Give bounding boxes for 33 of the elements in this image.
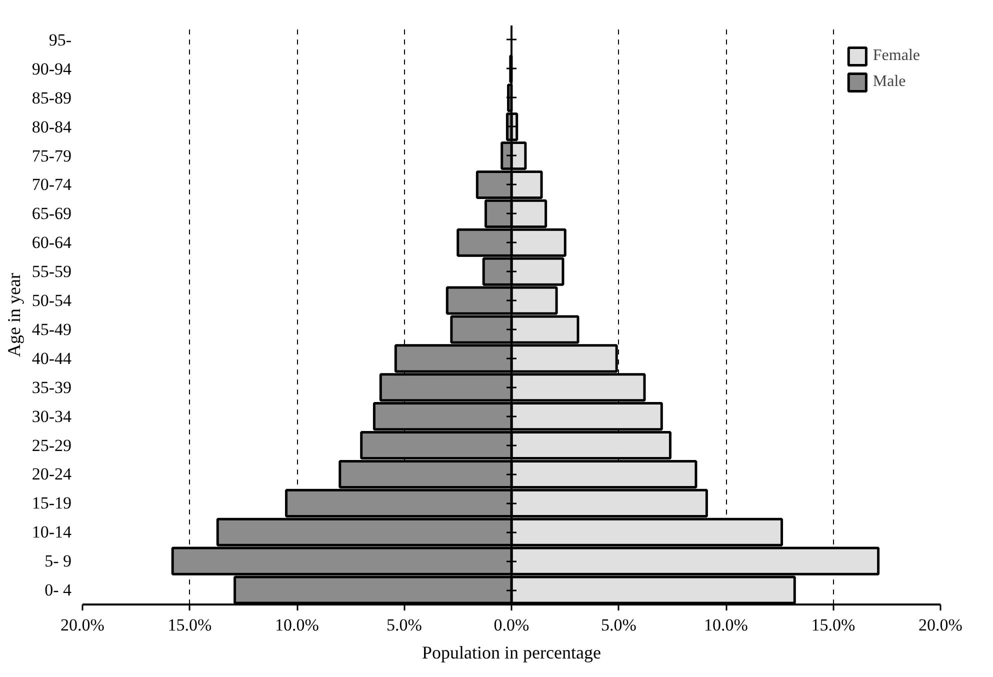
y-tick-label: 85-89 bbox=[32, 88, 72, 108]
y-tick-label: 35-39 bbox=[32, 378, 72, 397]
y-tick-label: 55-59 bbox=[32, 262, 72, 282]
y-tick-label: 60-64 bbox=[32, 233, 72, 252]
legend-label: Female bbox=[872, 47, 920, 65]
y-tick-label: 75-79 bbox=[32, 146, 72, 166]
x-tick-label: 20.0% bbox=[918, 616, 962, 634]
x-axis-title: Population in percentage bbox=[422, 642, 601, 662]
y-tick-label: 25-29 bbox=[32, 436, 72, 455]
y-tick-label: 45-49 bbox=[32, 320, 72, 339]
y-tick-label: 0- 4 bbox=[44, 580, 72, 600]
x-tick-label: 5.0% bbox=[386, 616, 422, 634]
y-tick-label: 5- 9 bbox=[44, 552, 72, 571]
x-tick-label: 10.0% bbox=[275, 616, 319, 634]
y-tick-label: 80-84 bbox=[32, 117, 72, 136]
x-tick-label: 10.0% bbox=[704, 616, 748, 634]
x-tick-label: 15.0% bbox=[168, 616, 212, 634]
y-tick-label: 90-94 bbox=[32, 59, 72, 78]
x-tick-label: 15.0% bbox=[811, 616, 856, 634]
x-tick-label: 0.0% bbox=[494, 616, 530, 634]
y-tick-label: 95- bbox=[48, 30, 72, 50]
y-axis-title: Age in year bbox=[4, 273, 24, 357]
y-tick-label: 30-34 bbox=[32, 406, 72, 426]
y-tick-label: 20-24 bbox=[32, 464, 72, 484]
x-tick-label: 5.0% bbox=[601, 616, 636, 634]
y-tick-label: 50-54 bbox=[32, 291, 72, 310]
y-tick-label: 10-14 bbox=[32, 522, 72, 542]
y-tick-label: 40-44 bbox=[32, 348, 72, 368]
x-tick-label: 20.0% bbox=[60, 616, 104, 634]
legend-label: Male bbox=[872, 73, 906, 91]
y-tick-label: 15-19 bbox=[32, 494, 72, 513]
y-tick-label: 65-69 bbox=[32, 204, 72, 224]
y-tick-label: 70-74 bbox=[32, 175, 72, 194]
